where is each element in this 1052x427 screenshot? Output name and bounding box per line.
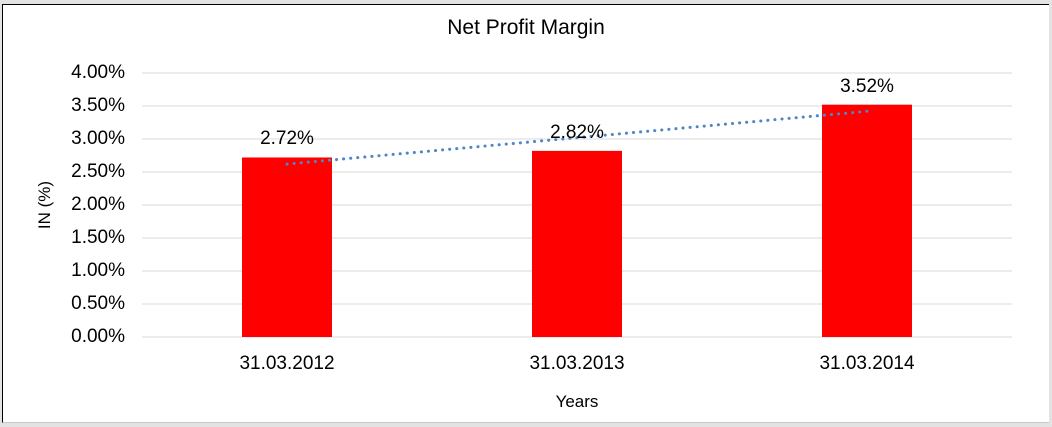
bar-31.03.2014 xyxy=(822,104,912,338)
bar-31.03.2012 xyxy=(242,157,332,337)
y-axis-title: IN (%) xyxy=(35,180,54,230)
chart-title: Net Profit Margin xyxy=(447,16,605,39)
bar-31.03.2013 xyxy=(532,150,622,337)
trendline xyxy=(285,109,869,166)
x-axis-title: Years xyxy=(555,392,599,411)
